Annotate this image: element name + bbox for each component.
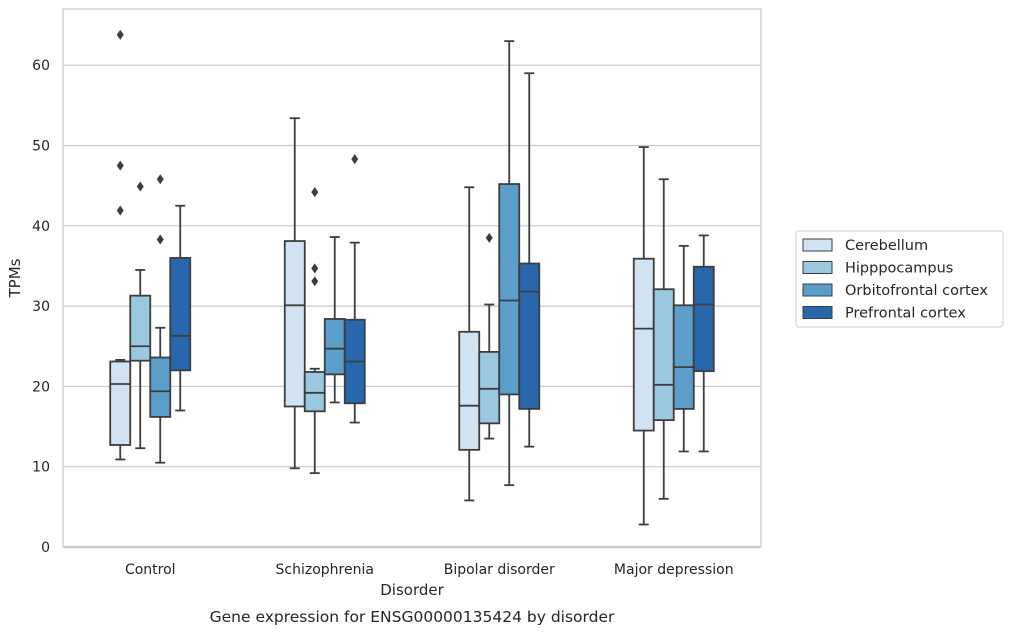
y-axis-label: TPMs [6,258,24,298]
legend-items: Cerebellum Hipppocampus Orbitofrontal cort… [802,238,988,322]
iqr-box [149,356,172,418]
y-tick-label: 10 [32,460,50,476]
y-tick-label: 0 [41,540,50,556]
legend-swatch [802,306,833,319]
outlier-point [351,154,359,165]
outlier-point [311,276,319,287]
iqr-box [478,350,501,425]
y-tick-label: 20 [32,379,50,395]
outlier-point [116,160,124,171]
legend-frame [795,230,1004,328]
x-tick-label: Control [125,562,176,578]
iqr-box [323,318,346,376]
y-tick-label: 30 [32,299,50,315]
y-tick-label: 60 [32,58,50,74]
legend-label: Prefrontal cortex [845,306,966,322]
iqr-box [283,240,306,408]
box-orbitofrontal-cortex [149,174,172,464]
x-tick-label: Bipolar disorder [444,562,555,578]
outlier-point [116,205,124,216]
legend-label: Orbitofrontal cortex [845,283,988,299]
box-prefrontal-cortex [692,234,715,453]
box-hipppocampus [303,187,326,475]
box-prefrontal-cortex [518,72,541,448]
iqr-box [518,262,541,410]
outlier-point [156,174,164,185]
outlier-point [136,181,144,192]
box-hipppocampus [129,181,152,450]
x-tick-label: Major depression [614,562,734,578]
x-tick-label: Schizophrenia [276,562,374,578]
box-orbitofrontal-cortex [672,244,695,453]
iqr-box [169,257,192,372]
iqr-box [498,183,521,396]
box-orbitofrontal-cortex [498,40,521,487]
y-axis-ticks: 0 10 20 30 40 50 60 [32,58,50,556]
iqr-box [303,371,326,413]
outlier-point [485,232,493,243]
box-prefrontal-cortex [169,204,192,412]
outlier-point [311,187,319,198]
y-tick-label: 40 [32,219,50,235]
legend-label: Cerebellum [845,238,928,254]
box-orbitofrontal-cortex [323,236,346,404]
outlier-point [156,234,164,245]
legend-swatch [802,238,833,252]
iqr-box [632,257,655,432]
box-cerebellum [458,186,481,502]
legend: Cerebellum Hipppocampus Orbitofrontal cort… [795,230,1004,328]
box-hipppocampus [652,178,675,500]
chart-caption: Gene expression for ENSG00000135424 by d… [210,608,615,626]
iqr-box [672,304,695,410]
box-cerebellum [283,117,306,470]
outlier-point [116,29,124,40]
box-prefrontal-cortex [343,154,366,424]
box-cerebellum [109,29,132,461]
legend-label: Hipppocampus [845,261,953,277]
outlier-point [311,263,319,274]
legend-swatch [802,261,833,274]
iqr-box [652,288,675,422]
iqr-box [109,360,132,446]
iqr-box [129,294,152,362]
iqr-box [692,265,715,373]
x-axis-label: Disorder [380,581,444,599]
iqr-box [458,330,481,451]
x-axis-ticks: Control Schizophrenia Bipolar disorder Majo… [125,562,734,578]
legend-swatch [802,283,833,297]
box-series [109,29,715,526]
y-tick-label: 50 [32,139,50,155]
